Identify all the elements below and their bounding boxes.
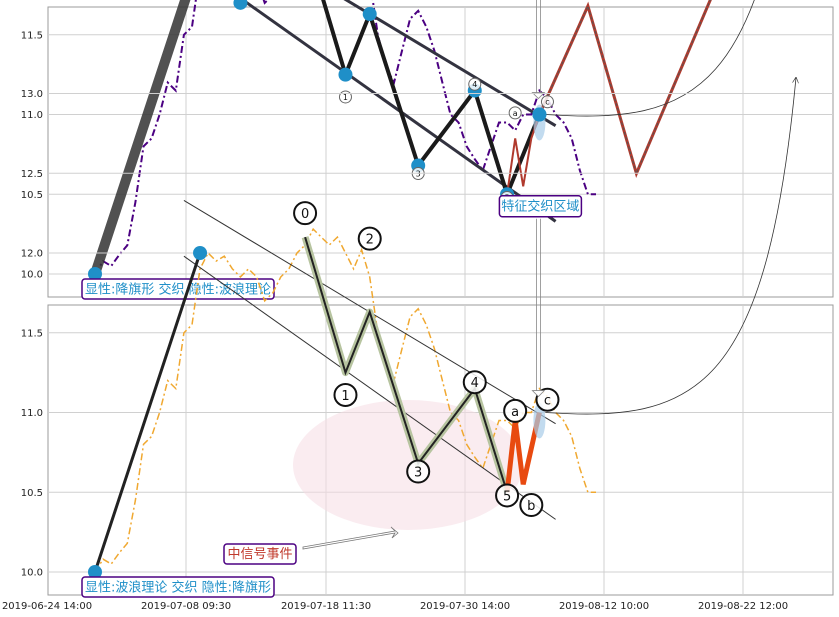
feature-zone-arrow — [531, 218, 546, 398]
abc-small-wave — [506, 114, 541, 195]
pivot-point — [532, 107, 547, 122]
wave-label-circle — [519, 493, 544, 518]
wave-label-text: 4 — [471, 376, 479, 391]
wave-label-circle — [462, 370, 487, 395]
wave-label-text: b — [527, 499, 535, 514]
top-chart-panel: 10.010.511.011.512.012.513.0021345abc特征交… — [21, 0, 834, 300]
wave-label-text: 1 — [343, 93, 348, 102]
y-tick-label: 12.5 — [21, 169, 43, 180]
wave-label-text: 5 — [503, 489, 511, 504]
wave-label-circle — [540, 95, 554, 109]
wave-label-c: c — [540, 95, 554, 109]
projection-red-dash — [538, 0, 711, 175]
wave-label-a: a — [508, 106, 522, 120]
wave-label-b: b — [519, 493, 544, 518]
bottom-chart-panel: 10.0 10.5 11.0 11.5 12.0 12.5 13.0 0 2 1 3 4 5 a b c 特征交… — [21, 78, 834, 598]
x-tick-label: 2019-07-08 09:30 — [141, 601, 231, 612]
pattern-annotation-label: 显性:降旗形 交织 隐性:波浪理论 — [85, 282, 271, 298]
wave-label-text: 1 — [341, 389, 349, 404]
x-tick-label: 2019-08-22 12:00 — [698, 601, 788, 612]
wave-label-5: 5 — [495, 483, 520, 508]
wave-label-a: a — [503, 398, 528, 423]
wave-label-1: 1 — [338, 90, 352, 104]
x-tick-label: 2019-08-12 10:00 — [559, 601, 649, 612]
wave-123-line — [304, 236, 509, 493]
wave-label-text: a — [513, 109, 518, 118]
pivot-point — [233, 0, 248, 10]
wave-label-text: 2 — [366, 233, 374, 248]
highlight-ellipse — [293, 400, 523, 530]
feature-zone-annotation: 特征交织区域 — [498, 194, 583, 398]
wave-label-circle — [406, 459, 431, 484]
wave-label-circle — [333, 382, 358, 407]
wave-label-4: 4 — [468, 77, 482, 91]
interleave-highlight — [533, 402, 546, 439]
wave-label-circle — [468, 77, 482, 91]
y-tick-label: 11.5 — [21, 30, 43, 41]
y-tick-label: 11.0 — [21, 110, 43, 121]
pattern-annotation: 显性:降旗形 交织 隐性:波浪理论 — [81, 278, 275, 300]
y-tick-label: 11.5 — [21, 328, 43, 339]
pattern-annotation: 显性:波浪理论 交织 隐性:降旗形 — [81, 576, 275, 598]
feature-zone-annotation: 特征交织区域 — [531, 0, 546, 100]
wave-label-text: a — [511, 405, 519, 420]
wave-label-text: 4 — [472, 80, 477, 89]
wave-label-4: 4 — [462, 370, 487, 395]
wave-label-text: 3 — [416, 170, 421, 179]
feature-zone-label: 特征交织区域 — [501, 199, 579, 215]
feature-zone-arrow — [531, 0, 546, 100]
pivot-point — [193, 246, 208, 260]
abc-orange-wave — [504, 411, 542, 493]
pattern-annotation-label: 显性:波浪理论 交织 隐性:降旗形 — [85, 580, 271, 596]
x-tick-label: 2019-06-24 14:00 — [2, 601, 92, 612]
y-tick-label: 10.0 — [21, 568, 43, 579]
y-tick-label: 10.5 — [21, 488, 43, 499]
wave-label-2: 2 — [357, 226, 382, 251]
wave-label-circle — [357, 226, 382, 251]
pivot-point — [362, 7, 377, 22]
annotation-box — [498, 194, 583, 218]
pivot-point — [88, 565, 102, 579]
wave-label-text: c — [544, 394, 551, 409]
wave-label-circle — [508, 106, 522, 120]
pivot-point — [338, 67, 353, 82]
annotation-box — [81, 576, 275, 598]
signal-event-arrow — [302, 526, 399, 550]
impulse-wave-line — [93, 252, 202, 573]
y-tick-label: 10.0 — [21, 270, 43, 281]
annotation-box — [223, 543, 297, 565]
wave-label-1: 1 — [333, 382, 358, 407]
pivot-point — [88, 267, 102, 281]
wave-label-c: c — [535, 387, 560, 412]
wave-label-circle — [495, 483, 520, 508]
y-tick-label: 13.0 — [21, 89, 43, 100]
signal-event-label: 中信号事件 — [227, 547, 292, 562]
wave-label-text: 3 — [414, 466, 422, 481]
signal-event-annotation: 中信号事件 — [223, 526, 399, 565]
wave-label-circle — [503, 398, 528, 423]
price-series-line — [94, 0, 596, 275]
channel-line — [183, 255, 556, 520]
y-tick-label: 11.0 — [21, 408, 43, 419]
x-tick-label: 2019-07-18 11:30 — [281, 601, 371, 612]
projection-curve-arrow — [545, 78, 796, 415]
y-tick-label: 10.5 — [21, 190, 43, 201]
wave-label-text: c — [545, 98, 549, 107]
wave-label-text: 0 — [301, 207, 309, 222]
impulse-wave-thick — [90, 0, 191, 279]
wave-label-circle — [293, 201, 318, 226]
wave-label-0: 0 — [293, 201, 318, 226]
wave-label-circle — [535, 387, 560, 412]
wave-label-3: 3 — [406, 459, 431, 484]
x-tick-label: 2019-07-30 14:00 — [420, 601, 510, 612]
projection-curve-arrow — [545, 0, 755, 117]
y-tick-label: 12.0 — [21, 249, 43, 260]
